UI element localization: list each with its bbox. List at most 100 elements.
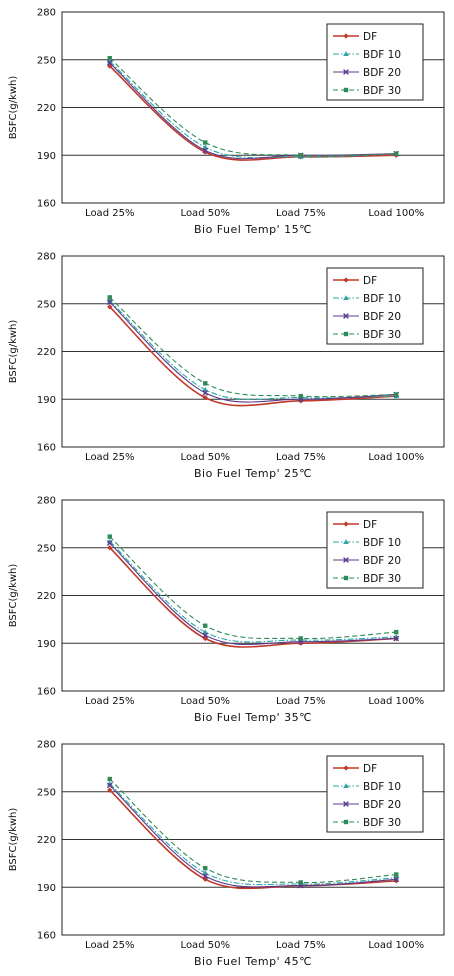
legend-label: BDF 10 xyxy=(363,293,401,305)
chart-svg: 160 190 220 250 280 Load 25% Load 50% Load 75% L… xyxy=(8,496,445,724)
legend-marker xyxy=(343,51,349,56)
legend-label: BDF 30 xyxy=(363,817,401,829)
data-point xyxy=(107,776,112,782)
legend-label: BDF 30 xyxy=(363,329,401,341)
series-bdf-30 xyxy=(107,295,399,399)
chart-svg: 160 190 220 250 280 Load 25% Load 50% Load 75% L… xyxy=(8,8,445,236)
data-point xyxy=(298,393,303,399)
legend-marker xyxy=(343,819,349,825)
y-tick-label: 250 xyxy=(37,787,56,798)
data-point xyxy=(107,295,112,300)
data-point xyxy=(202,873,209,880)
x-tick-label: Load 50% xyxy=(181,696,230,707)
y-tick-label: 220 xyxy=(37,347,56,358)
legend-label: BDF 20 xyxy=(363,311,401,323)
data-point xyxy=(107,545,113,551)
y-tick-label: 160 xyxy=(37,443,56,454)
series-line xyxy=(109,57,397,157)
x-axis-label: Bio Fuel Temp' 35℃ xyxy=(194,711,312,724)
bsfc-chart-4: 160 190 220 250 280 Load 25% Load 50% Load 75% L… xyxy=(0,732,454,976)
legend-marker xyxy=(343,87,349,93)
y-tick-label: 250 xyxy=(37,55,56,66)
data-point xyxy=(203,623,208,628)
legend-label: DF xyxy=(363,275,377,287)
legend-marker xyxy=(343,33,349,39)
y-tick-label: 250 xyxy=(37,543,56,554)
y-tick-label: 160 xyxy=(37,931,56,942)
data-point xyxy=(298,880,303,885)
y-tick-label: 280 xyxy=(37,252,56,263)
plot-frame xyxy=(61,11,445,204)
data-point xyxy=(394,392,399,397)
x-tick-label: Load 50% xyxy=(181,208,230,219)
legend-label: BDF 30 xyxy=(363,85,401,97)
y-tick-label: 250 xyxy=(37,299,56,310)
data-point xyxy=(107,63,113,69)
legend-marker xyxy=(343,69,349,75)
data-point xyxy=(202,395,208,401)
legend-label: BDF 10 xyxy=(363,537,401,549)
y-axis-label: BSFC(g/kwh) xyxy=(8,320,19,384)
x-tick-label: Load 25% xyxy=(85,940,134,951)
series-line xyxy=(109,540,397,643)
x-tick-label: Load 75% xyxy=(276,696,325,707)
data-point xyxy=(107,787,113,793)
data-point xyxy=(106,540,113,546)
series-line xyxy=(109,542,397,646)
series-line xyxy=(109,536,397,640)
data-point xyxy=(394,872,399,877)
legend-marker xyxy=(343,331,349,337)
x-tick-label: Load 25% xyxy=(85,696,134,707)
data-point xyxy=(106,60,113,66)
data-point xyxy=(298,153,303,158)
x-tick-label: Load 25% xyxy=(85,208,134,219)
y-tick-label: 280 xyxy=(37,8,56,19)
legend-label: BDF 30 xyxy=(363,573,401,585)
plot-frame xyxy=(61,255,445,448)
y-tick-label: 280 xyxy=(37,740,56,751)
series-bdf-30 xyxy=(107,55,399,158)
legend-marker xyxy=(343,765,349,771)
bsfc-chart-2: 160 190 220 250 280 Load 25% Load 50% Load 75% L… xyxy=(0,244,454,488)
x-axis-label: Bio Fuel Temp' 45℃ xyxy=(194,955,312,968)
legend-label: BDF 10 xyxy=(363,49,401,61)
x-tick-label: Load 100% xyxy=(368,452,424,463)
series-line xyxy=(109,60,397,159)
series-bdf-30 xyxy=(107,534,399,641)
data-point xyxy=(393,635,400,642)
legend-label: DF xyxy=(363,763,377,775)
y-tick-label: 190 xyxy=(37,395,56,406)
x-tick-label: Load 50% xyxy=(181,452,230,463)
data-point xyxy=(203,140,208,145)
y-tick-label: 160 xyxy=(37,199,56,210)
series-line xyxy=(109,296,397,398)
x-axis-label: Bio Fuel Temp' 25℃ xyxy=(194,467,312,480)
legend-label: BDF 20 xyxy=(363,555,401,567)
series-bdf-30 xyxy=(107,776,399,885)
x-tick-label: Load 100% xyxy=(368,208,424,219)
plot-frame xyxy=(61,743,445,936)
y-tick-label: 220 xyxy=(37,103,56,114)
legend-label: DF xyxy=(363,519,377,531)
series-line xyxy=(109,547,397,648)
data-point xyxy=(107,534,112,539)
y-tick-label: 190 xyxy=(37,151,56,162)
x-axis-label: Bio Fuel Temp' 15℃ xyxy=(194,223,312,236)
series-bdf-20 xyxy=(106,540,400,646)
y-tick-label: 220 xyxy=(37,835,56,846)
data-point xyxy=(202,632,209,639)
legend: DF BDF 10 BDF 20 BDF 30 xyxy=(326,267,424,345)
legend-label: DF xyxy=(363,31,377,43)
series-line xyxy=(109,65,397,161)
bsfc-chart-3: 160 190 220 250 280 Load 25% Load 50% Load 75% L… xyxy=(0,488,454,732)
data-point xyxy=(202,389,209,396)
y-axis-label: BSFC(g/kwh) xyxy=(8,564,19,628)
x-tick-label: Load 75% xyxy=(276,940,325,951)
legend-marker xyxy=(343,313,349,319)
bsfc-chart-1: 160 190 220 250 280 Load 25% Load 50% Load 75% L… xyxy=(0,0,454,244)
series-line xyxy=(109,783,397,886)
legend-marker xyxy=(343,575,349,581)
x-tick-label: Load 50% xyxy=(181,940,230,951)
data-point xyxy=(106,782,113,789)
